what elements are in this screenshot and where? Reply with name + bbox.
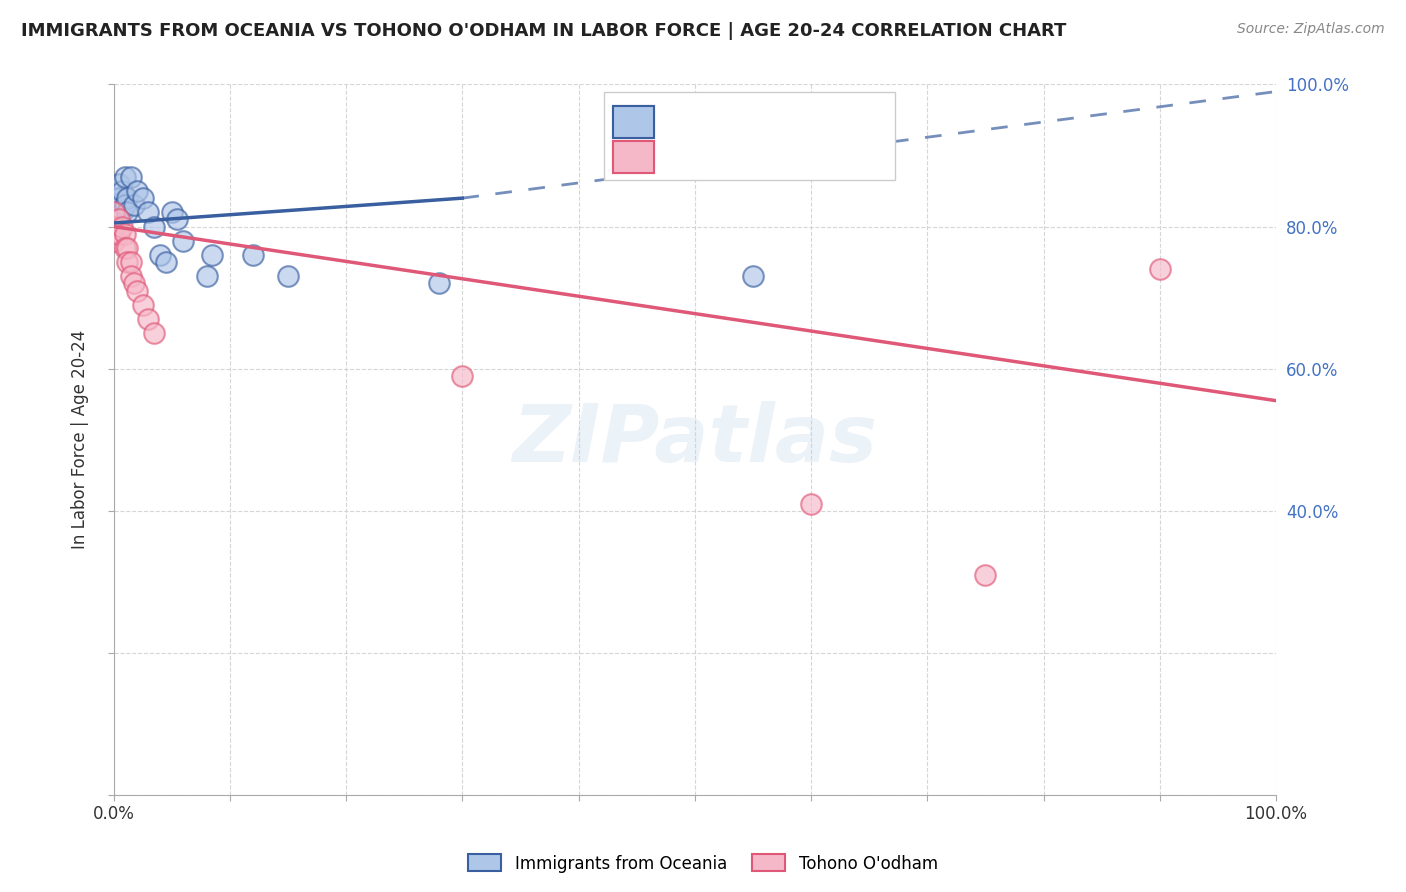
Point <box>108 212 131 227</box>
Text: R =: R = <box>662 103 696 120</box>
Point <box>131 298 153 312</box>
FancyBboxPatch shape <box>605 92 894 180</box>
Point <box>195 269 218 284</box>
Point <box>974 567 997 582</box>
Point <box>108 212 131 227</box>
FancyBboxPatch shape <box>613 141 654 173</box>
Point <box>160 205 183 219</box>
Point <box>125 184 148 198</box>
Point <box>120 269 142 284</box>
Text: 30: 30 <box>817 103 842 120</box>
Point <box>103 219 125 234</box>
Point <box>1149 262 1171 277</box>
Point <box>103 219 125 234</box>
Point <box>103 205 125 219</box>
Point <box>451 368 474 383</box>
Point <box>103 198 125 212</box>
FancyBboxPatch shape <box>613 106 654 137</box>
Point <box>242 248 264 262</box>
Point <box>103 191 125 205</box>
Text: -0.340: -0.340 <box>709 138 773 156</box>
Point <box>111 219 134 234</box>
Point <box>138 205 160 219</box>
Legend: Immigrants from Oceania, Tohono O'odham: Immigrants from Oceania, Tohono O'odham <box>461 847 945 880</box>
Point <box>143 219 166 234</box>
Point <box>117 241 139 255</box>
Point <box>117 255 139 269</box>
Text: Source: ZipAtlas.com: Source: ZipAtlas.com <box>1237 22 1385 37</box>
Point <box>138 312 160 326</box>
Point <box>124 198 146 212</box>
Point <box>155 255 177 269</box>
Point <box>117 191 139 205</box>
Point <box>111 184 134 198</box>
Point <box>125 284 148 298</box>
Point <box>103 234 125 248</box>
Point <box>111 205 134 219</box>
Point <box>427 277 450 291</box>
Point <box>742 269 765 284</box>
Text: ZIPatlas: ZIPatlas <box>512 401 877 479</box>
Point <box>201 248 224 262</box>
Point <box>143 326 166 340</box>
Point <box>114 198 136 212</box>
Point <box>108 177 131 191</box>
Text: R =: R = <box>662 138 696 156</box>
Point <box>120 169 142 184</box>
Point <box>277 269 299 284</box>
Point <box>124 277 146 291</box>
Text: N =: N = <box>773 138 807 156</box>
Point <box>149 248 172 262</box>
Point <box>114 241 136 255</box>
Point <box>120 255 142 269</box>
Point <box>114 227 136 241</box>
Point <box>114 169 136 184</box>
Point <box>108 191 131 205</box>
Text: 22: 22 <box>817 138 842 156</box>
Point <box>131 191 153 205</box>
Point <box>103 205 125 219</box>
Point <box>108 227 131 241</box>
Point <box>117 205 139 219</box>
Point <box>103 227 125 241</box>
Point <box>166 212 188 227</box>
Text: 0.124: 0.124 <box>709 103 766 120</box>
Point <box>172 234 194 248</box>
Text: N =: N = <box>773 103 807 120</box>
Y-axis label: In Labor Force | Age 20-24: In Labor Force | Age 20-24 <box>72 330 89 549</box>
Point <box>800 497 823 511</box>
Text: IMMIGRANTS FROM OCEANIA VS TOHONO O'ODHAM IN LABOR FORCE | AGE 20-24 CORRELATION: IMMIGRANTS FROM OCEANIA VS TOHONO O'ODHA… <box>21 22 1067 40</box>
